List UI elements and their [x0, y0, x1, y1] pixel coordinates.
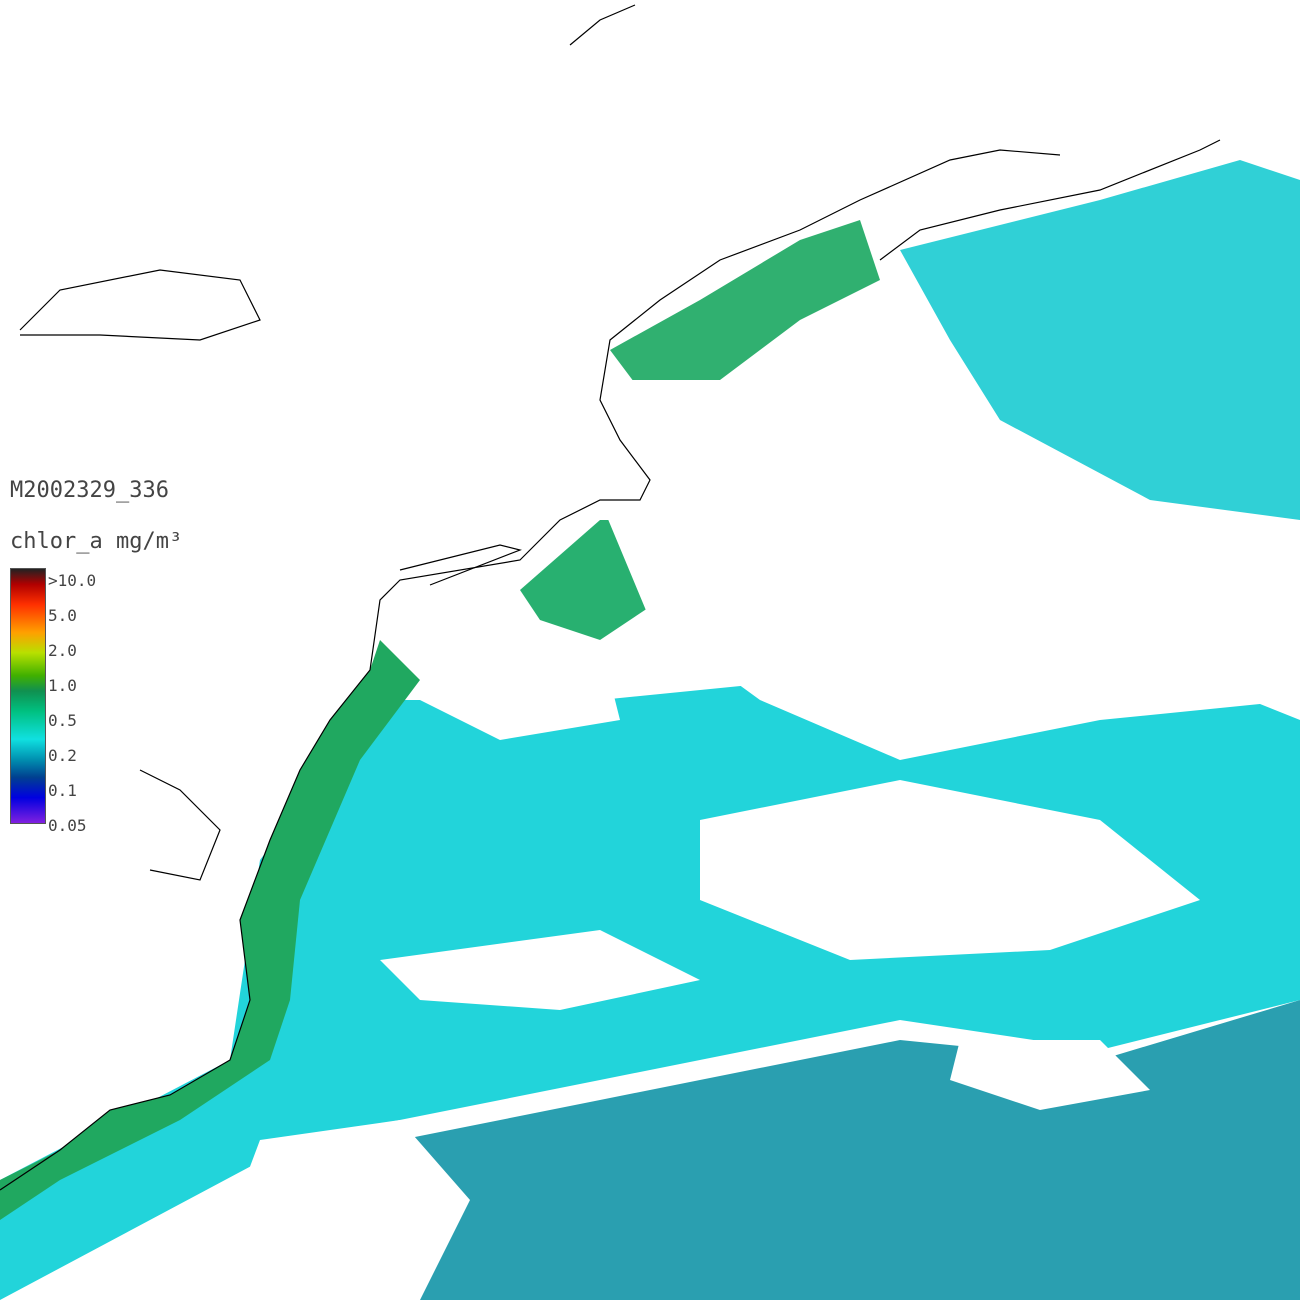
colorbar-tick-label: 5.0 — [48, 606, 77, 625]
colorbar-tick-label: 0.5 — [48, 711, 77, 730]
colorbar-tick-label: 0.05 — [48, 816, 87, 835]
colorbar-tick-label: >10.0 — [48, 571, 97, 590]
coastline — [0, 4, 1221, 1191]
map-title: M2002329_336 — [10, 478, 169, 503]
ocean-cyan-north — [900, 160, 1300, 520]
colorbar-tick-label: 0.1 — [48, 781, 77, 800]
colorbar-tick-label: 2.0 — [48, 641, 77, 660]
legend-label: chlor_a mg/m³ — [10, 529, 183, 554]
coastal-green — [0, 640, 420, 1220]
coastal-green-north — [610, 220, 880, 390]
colorbar — [10, 568, 46, 824]
colorbar-ticks: >10.0 5.0 2.0 1.0 0.5 0.2 0.1 0.05 — [48, 563, 96, 843]
colorbar-tick-label: 1.0 — [48, 676, 77, 695]
colorbar-tick-label: 0.2 — [48, 746, 77, 765]
clouds — [230, 380, 1300, 1300]
